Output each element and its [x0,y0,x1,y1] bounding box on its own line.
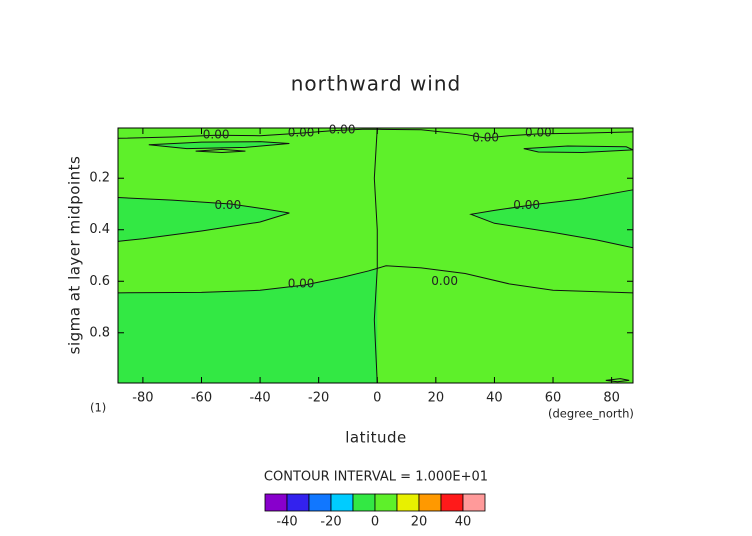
x-tick-label: 20 [428,391,445,406]
colorbar-swatch [286,493,310,512]
x-tick-label: 40 [486,391,503,406]
contour-line [117,267,378,294]
contour-label: 0.00 [472,131,499,145]
y-axis-label: sigma at layer midpoints [66,156,84,355]
x-tick-label: 80 [603,391,620,406]
y-tick-label: 0.4 [89,222,110,237]
contour-line [373,127,378,384]
colorbar-swatch [396,493,420,512]
colorbar-tick-label: 0 [371,515,379,530]
contour-label: 0.00 [525,126,552,140]
colorbar-swatch [418,493,442,512]
colorbar: -40 -20 0 20 40 [264,493,486,530]
x-tick-label: -80 [132,391,153,406]
filled-region [118,268,378,383]
contour-label: 0.00 [513,198,540,212]
x-tick-label: -60 [191,391,212,406]
colorbar-swatch [308,493,332,512]
x-tick-label: 60 [545,391,562,406]
x-tick-label: -40 [249,391,270,406]
y-tick-label: 0.6 [89,274,110,289]
chart-title: northward wind [291,72,461,96]
colorbar-swatch [330,493,354,512]
colorbar-swatch [352,493,376,512]
y-tick-label: 0.8 [89,325,110,340]
contour-label: 0.00 [431,274,458,288]
x-tick-label: 0 [373,391,381,406]
filled-region [471,189,633,248]
contour-label: 0.00 [288,276,315,290]
contour-label: 0.00 [214,198,241,212]
contour-line [377,265,634,294]
colorbar-swatch [374,493,398,512]
plot-area: 0.00 0.00 0.00 0.00 0.00 0.00 0.00 0.00 0.00 -80 -… [89,123,634,406]
y-tick-label: 0.2 [89,171,110,186]
contour-line [148,141,290,150]
colorbar-tick-label: -20 [320,515,341,530]
plot-frame [117,127,634,384]
contour-label: 0.00 [329,123,356,137]
contour-line [605,378,630,383]
colorbar-swatch [462,493,486,512]
corner-label: (1) [90,401,106,415]
x-unit-label: (degree_north) [548,407,634,421]
colorbar-tick-label: -40 [276,515,297,530]
x-axis-label: latitude [345,429,407,447]
contour-line [117,128,378,139]
colorbar-swatch [440,493,464,512]
contour-line [377,128,634,139]
contour-line [117,197,290,242]
filled-region [118,197,290,242]
colorbar-swatch [264,493,288,512]
contour-label: 0.00 [288,126,315,140]
contour-line [469,189,634,249]
contour-line [195,148,246,153]
colorbar-tick-label: 40 [455,515,472,530]
contour-label: 0.00 [203,128,230,142]
x-tick-label: -20 [308,391,329,406]
contour-interval-note: CONTOUR INTERVAL = 1.000E+01 [264,470,488,485]
colorbar-tick-label: 20 [411,515,428,530]
